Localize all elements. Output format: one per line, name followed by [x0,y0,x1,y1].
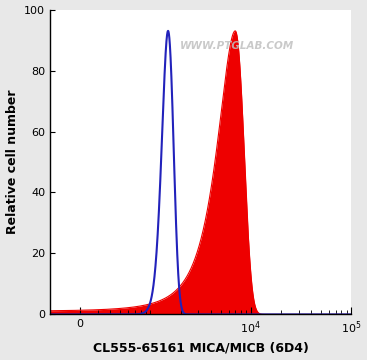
X-axis label: CL555-65161 MICA/MICB (6D4): CL555-65161 MICA/MICB (6D4) [92,341,309,355]
Text: WWW.PTGLAB.COM: WWW.PTGLAB.COM [179,41,294,51]
Y-axis label: Relative cell number: Relative cell number [6,90,19,234]
